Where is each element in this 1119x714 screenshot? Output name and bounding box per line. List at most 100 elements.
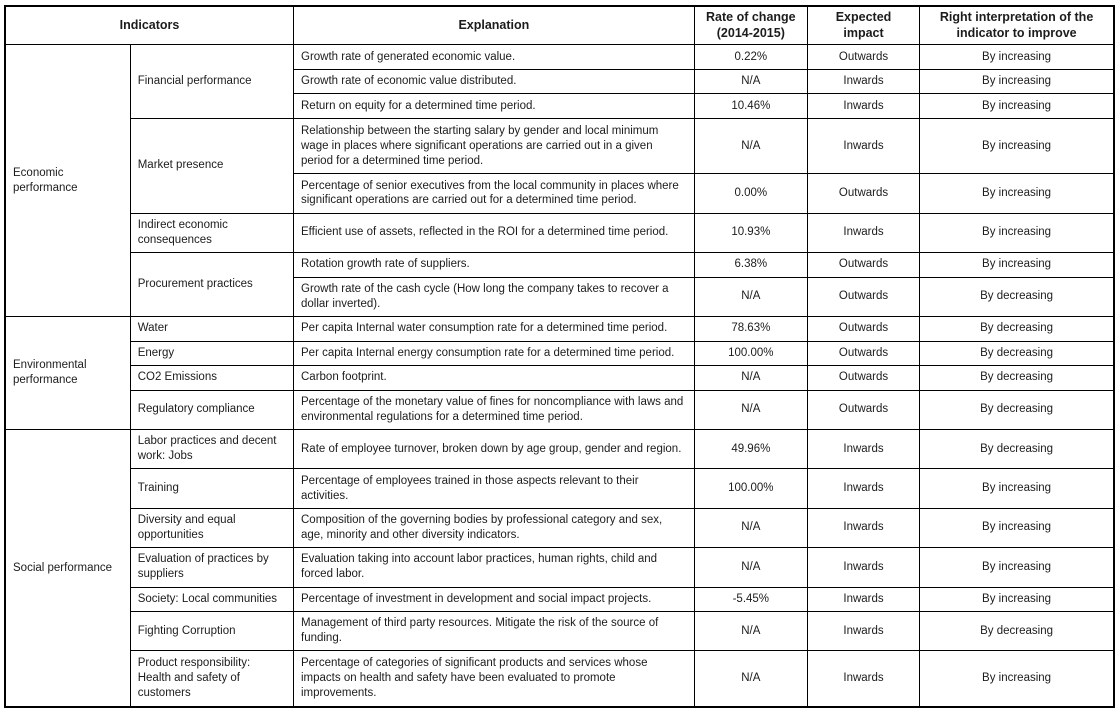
table-row: Percentage of senior executives from the… [5,173,1115,214]
interpretation-cell: By increasing [919,68,1115,95]
impact-cell: Outwards [806,340,921,367]
explanation-cell: Management of third party resources. Mit… [293,611,695,652]
interpretation-cell: By increasing [919,117,1115,175]
interpretation-cell: By increasing [919,507,1115,549]
indicator-cell: Training [129,468,295,509]
impact-cell: Outwards [806,252,921,278]
category-cell: Economic performance [4,44,131,317]
table-row: Fighting Corruption Management of third p… [5,611,1115,652]
rate-cell: 100.00% [693,468,808,509]
interpretation-cell: By decreasing [919,315,1115,342]
impact-cell: Inwards [806,93,921,119]
interpretation-cell: By decreasing [919,611,1115,652]
table-row: Return on equity for a determined time p… [5,93,1115,119]
indicator-cell: Society: Local communities [129,586,295,613]
impact-cell: Inwards [806,68,921,95]
indicator-cell: Diversity and equal opportunities [129,507,295,549]
rate-cell: 0.22% [693,44,808,70]
explanation-cell: Rate of employee turnover, broken down b… [293,429,695,470]
rate-cell: N/A [693,276,808,317]
column-header-explanation: Explanation [293,5,695,46]
interpretation-cell: By increasing [919,212,1115,254]
interpretation-cell: By increasing [919,44,1115,70]
indicator-cell: Market presence [129,117,295,214]
rate-cell: N/A [693,117,808,175]
rate-cell: N/A [693,611,808,652]
table-row: Growth rate of the cash cycle (How long … [5,276,1115,317]
indicator-cell: Energy [129,340,295,367]
interpretation-cell: By decreasing [919,340,1115,367]
explanation-cell: Rotation growth rate of suppliers. [293,252,695,278]
table-row: Economic performance Financial performanc… [4,44,1115,317]
table-row: Diversity and equal opportunities Composi… [5,507,1115,549]
explanation-cell: Growth rate of the cash cycle (How long … [293,276,695,317]
explanation-cell: Per capita Internal energy consumption r… [293,340,695,367]
interpretation-cell: By increasing [919,252,1115,278]
indicator-cell: Water [129,315,295,342]
rate-cell: 10.46% [693,93,808,119]
indicator-cell: Indirect economic consequences [129,212,295,254]
table-row: Training Percentage of employees trained … [5,468,1115,509]
impact-cell: Inwards [806,212,921,254]
rate-cell: -5.45% [693,586,808,613]
indicators-table: Indicators Explanation Rate of change (201… [4,5,1115,708]
explanation-cell: Percentage of categories of significant … [293,650,695,708]
indicator-cell: Regulatory compliance [129,389,295,431]
explanation-cell: Percentage of employees trained in those… [293,468,695,509]
rate-cell: N/A [693,365,808,391]
indicator-cell: Labor practices and decent work: Jobs [129,429,295,470]
rate-cell: N/A [693,547,808,588]
explanation-cell: Growth rate of economic value distribute… [293,68,695,95]
column-header-expected-impact: Expected impact [806,5,921,46]
rate-cell: N/A [693,507,808,549]
column-header-rate-of-change: Rate of change (2014-2015) [693,5,808,46]
explanation-cell: Percentage of the monetary value of fine… [293,389,695,431]
indicator-cell: Evaluation of practices by suppliers [129,547,295,588]
impact-cell: Inwards [806,468,921,509]
interpretation-cell: By decreasing [919,389,1115,431]
impact-cell: Outwards [806,276,921,317]
explanation-cell: Composition of the governing bodies by p… [293,507,695,549]
rate-cell: 100.00% [693,340,808,367]
indicator-cell: Product responsibility: Health and safet… [129,650,295,708]
rate-cell: N/A [693,68,808,95]
column-header-indicators: Indicators [4,5,294,46]
table-row: Society: Local communities Percentage of … [5,586,1115,613]
rate-cell: 78.63% [693,315,808,342]
table-row: Market presence Relationship between the … [5,117,1115,214]
interpretation-cell: By increasing [919,586,1115,613]
impact-cell: Outwards [806,173,921,214]
indicator-cell: Fighting Corruption [129,611,295,652]
indicator-cell: CO2 Emissions [129,365,295,391]
rate-cell: 0.00% [693,173,808,214]
table-row: CO2 Emissions Carbon footprint. N/A Outward… [5,365,1115,391]
interpretation-cell: By increasing [919,547,1115,588]
rate-cell: N/A [693,650,808,708]
explanation-cell: Percentage of investment in development … [293,586,695,613]
impact-cell: Inwards [806,429,921,470]
explanation-cell: Efficient use of assets, reflected in th… [293,212,695,254]
impact-cell: Outwards [806,365,921,391]
table-row: Product responsibility: Health and safet… [5,650,1115,708]
interpretation-cell: By increasing [919,93,1115,119]
table-row: Social performance Labor practices and de… [4,429,1115,708]
table-row: Procurement practices Rotation growth rat… [5,252,1115,317]
table-row: Regulatory compliance Percentage of the m… [5,389,1115,431]
impact-cell: Inwards [806,117,921,175]
impact-cell: Outwards [806,389,921,431]
table-row: Energy Per capita Internal energy consump… [5,340,1115,367]
indicator-cell: Financial performance [129,44,295,119]
explanation-cell: Carbon footprint. [293,365,695,391]
interpretation-cell: By increasing [919,468,1115,509]
table-row: Environmental performance Water Per capita… [4,315,1115,431]
impact-cell: Inwards [806,586,921,613]
explanation-cell: Return on equity for a determined time p… [293,93,695,119]
explanation-cell: Growth rate of generated economic value. [293,44,695,70]
impact-cell: Outwards [806,315,921,342]
impact-cell: Inwards [806,547,921,588]
explanation-cell: Per capita Internal water consumption ra… [293,315,695,342]
table-row: Growth rate of economic value distribute… [5,68,1115,95]
column-header-interpretation: Right interpretation of the indicator to… [919,5,1115,46]
impact-cell: Inwards [806,507,921,549]
explanation-cell: Percentage of senior executives from the… [293,173,695,214]
